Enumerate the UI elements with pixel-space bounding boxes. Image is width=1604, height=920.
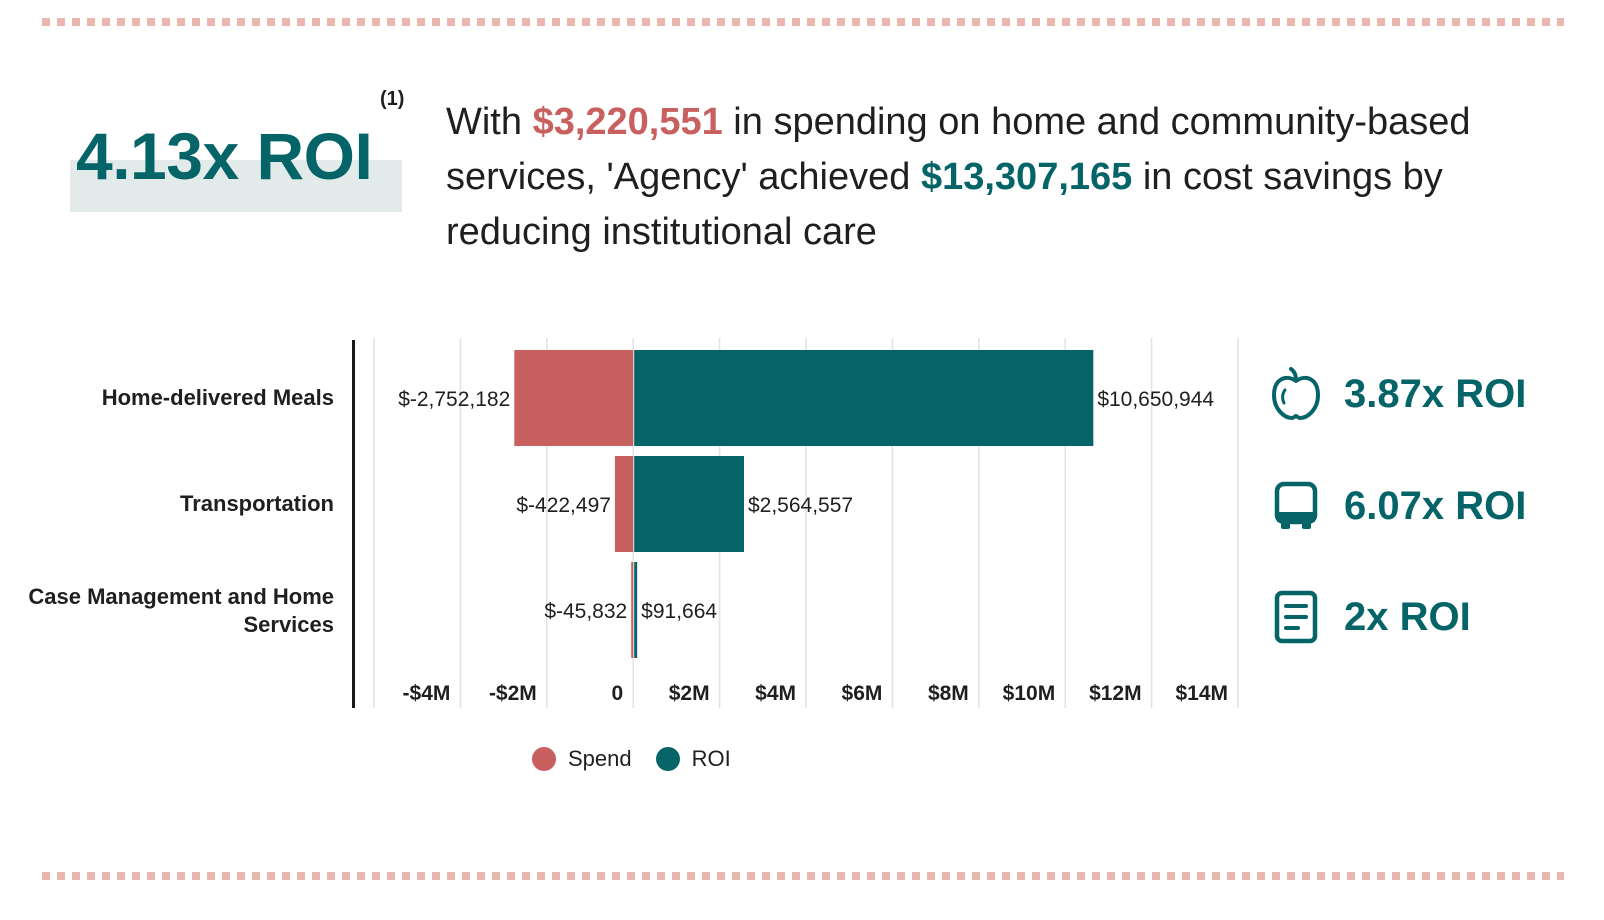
x-tick-label-3: $2M [669,682,710,705]
roi-bar-0 [634,350,1094,446]
legend-label-spend: Spend [568,746,632,771]
roi-bar-2 [634,562,638,658]
x-tick-label-9: $14M [1175,682,1228,705]
x-tick-label-1: -$2M [489,682,537,705]
summary-part-1: With [446,101,533,143]
roi-value-transportation: 6.07x ROI [1344,483,1527,528]
category-label-meals: Home-delivered Meals [101,385,334,410]
spend-bar-2 [631,562,634,658]
summary-part-2: in spending on home and community-based … [446,101,1471,198]
summary-savings-amount: $13,307,165 [920,156,1133,198]
category-label-case-management: Case Management and Home Services [28,584,334,637]
chart-legend: Spend ROI [532,746,755,772]
legend-item-roi: ROI [655,746,731,772]
roi-row-case-management: 2x ROI [1270,589,1471,645]
apple-icon [1272,367,1320,420]
x-tick-label-8: $12M [1089,682,1142,705]
headline-roi-value: 4.13x ROI [76,119,373,193]
category-axis-line [352,340,355,708]
x-tick-label-4: $4M [755,682,796,705]
roi-data-label-0: $10,650,944 [1097,388,1214,411]
bus-icon [1274,481,1318,529]
bottom-dashed-divider [42,872,1564,880]
roi-value-case-management: 2x ROI [1344,594,1471,639]
legend-item-spend: Spend [532,746,632,772]
headline-highlight [70,160,402,212]
spend-data-label-1: $-422,497 [516,494,611,517]
headline-roi: 4.13x ROI [70,108,402,216]
legend-label-roi: ROI [691,746,731,771]
category-label-transportation: Transportation [179,491,334,516]
x-tick-label-5: $6M [842,682,883,705]
document-icon [1274,590,1318,644]
spend-bar-1 [614,456,634,552]
summary-spend-amount: $3,220,551 [532,101,723,143]
legend-swatch-roi [655,747,680,771]
x-tick-label-7: $10M [1003,682,1056,705]
spend-data-label-2: $-45,832 [544,600,627,623]
spend-bar-0 [514,350,634,446]
roi-data-label-2: $91,664 [641,600,717,623]
roi-row-meals: 3.87x ROI [1270,366,1526,422]
roi-bar-chart: $-2,752,182 $10,650,944 $-422,497 $2,564,55… [373,338,1239,708]
roi-bar-1 [634,456,744,552]
roi-data-label-1: $2,564,557 [748,494,853,517]
summary-text: With $3,220,551 in spending on home and … [446,95,1536,260]
x-tick-label-6: $8M [928,682,969,705]
top-dashed-divider [42,18,1564,26]
legend-swatch-spend [532,747,556,771]
x-tick-label-2: 0 [612,682,624,705]
x-tick-label-0: -$4M [403,682,451,705]
footnote-marker: (1) [380,88,405,110]
roi-value-meals: 3.87x ROI [1344,371,1527,416]
summary-part-3: in cost savings by reducing institutiona… [446,156,1443,253]
roi-row-transportation: 6.07x ROI [1270,478,1526,534]
spend-data-label-0: $-2,752,182 [398,388,510,411]
